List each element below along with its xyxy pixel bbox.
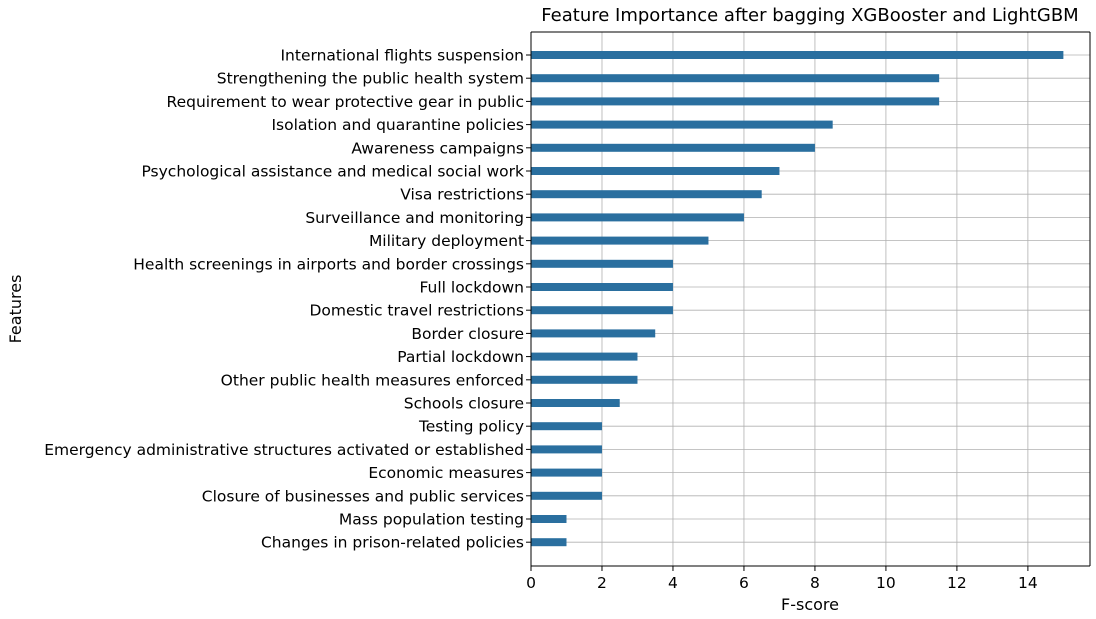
y-tick-label: Emergency administrative structures acti… [44, 441, 524, 459]
y-tick-label: Closure of businesses and public service… [202, 487, 524, 505]
bar [531, 422, 602, 431]
bar [531, 352, 638, 361]
y-tick-label: Strengthening the public health system [217, 70, 524, 88]
y-tick-label: Isolation and quarantine policies [271, 116, 524, 134]
y-axis-label: Features [6, 275, 25, 344]
bar [531, 468, 602, 477]
bar [531, 190, 762, 199]
bar [531, 515, 567, 523]
y-tick-label: Full lockdown [419, 279, 524, 297]
x-axis-label: F-score [781, 595, 839, 614]
bar [531, 445, 602, 454]
bar [531, 259, 673, 268]
x-tick-label: 12 [947, 574, 967, 592]
y-tick-label: Health screenings in airports and border… [133, 255, 524, 273]
x-tick-label: 8 [810, 574, 820, 592]
bar [531, 51, 1064, 59]
bar [531, 399, 620, 407]
y-tick-label: Changes in prison-related policies [261, 534, 524, 552]
y-tick-label: Visa restrictions [400, 186, 524, 204]
plot-area: International flights suspension Strength… [44, 31, 1091, 592]
y-tick-label: Partial lockdown [397, 348, 524, 366]
x-tick-label: 0 [526, 574, 536, 592]
y-tick-label: Mass population testing [339, 511, 524, 529]
bar [531, 167, 780, 175]
bar [531, 491, 602, 500]
bar [531, 143, 815, 152]
bar [531, 236, 709, 245]
y-tick-label: Domestic travel restrictions [309, 302, 524, 320]
bar [531, 283, 673, 291]
y-tick-label: Testing policy [418, 418, 524, 436]
x-tick-label: 10 [876, 574, 896, 592]
bar [531, 213, 744, 222]
y-tick-label: Other public health measures enforced [221, 371, 524, 389]
bar [531, 538, 567, 547]
bar [531, 375, 638, 384]
y-tick-label: Psychological assistance and medical soc… [141, 163, 524, 181]
bar [531, 329, 656, 338]
y-tick-label: Military deployment [369, 232, 524, 250]
y-tick-label: International flights suspension [280, 47, 524, 65]
chart-title: Feature Importance after bagging XGBoost… [541, 5, 1078, 26]
x-tick-label: 6 [739, 574, 749, 592]
bar [531, 306, 673, 315]
y-tick-label: Economic measures [368, 464, 524, 482]
y-tick-label: Requirement to wear protective gear in p… [167, 93, 524, 111]
y-tick-label: Awareness campaigns [351, 139, 524, 157]
x-tick-label: 2 [597, 574, 607, 592]
y-tick-label: Schools closure [404, 395, 524, 413]
bar [531, 74, 940, 83]
bar [531, 120, 833, 129]
bar [531, 97, 940, 106]
x-tick-label: 4 [668, 574, 678, 592]
y-tick-label: Surveillance and monitoring [305, 209, 524, 227]
y-tick-label: Border closure [411, 325, 524, 343]
x-tick-label: 14 [1018, 574, 1038, 592]
